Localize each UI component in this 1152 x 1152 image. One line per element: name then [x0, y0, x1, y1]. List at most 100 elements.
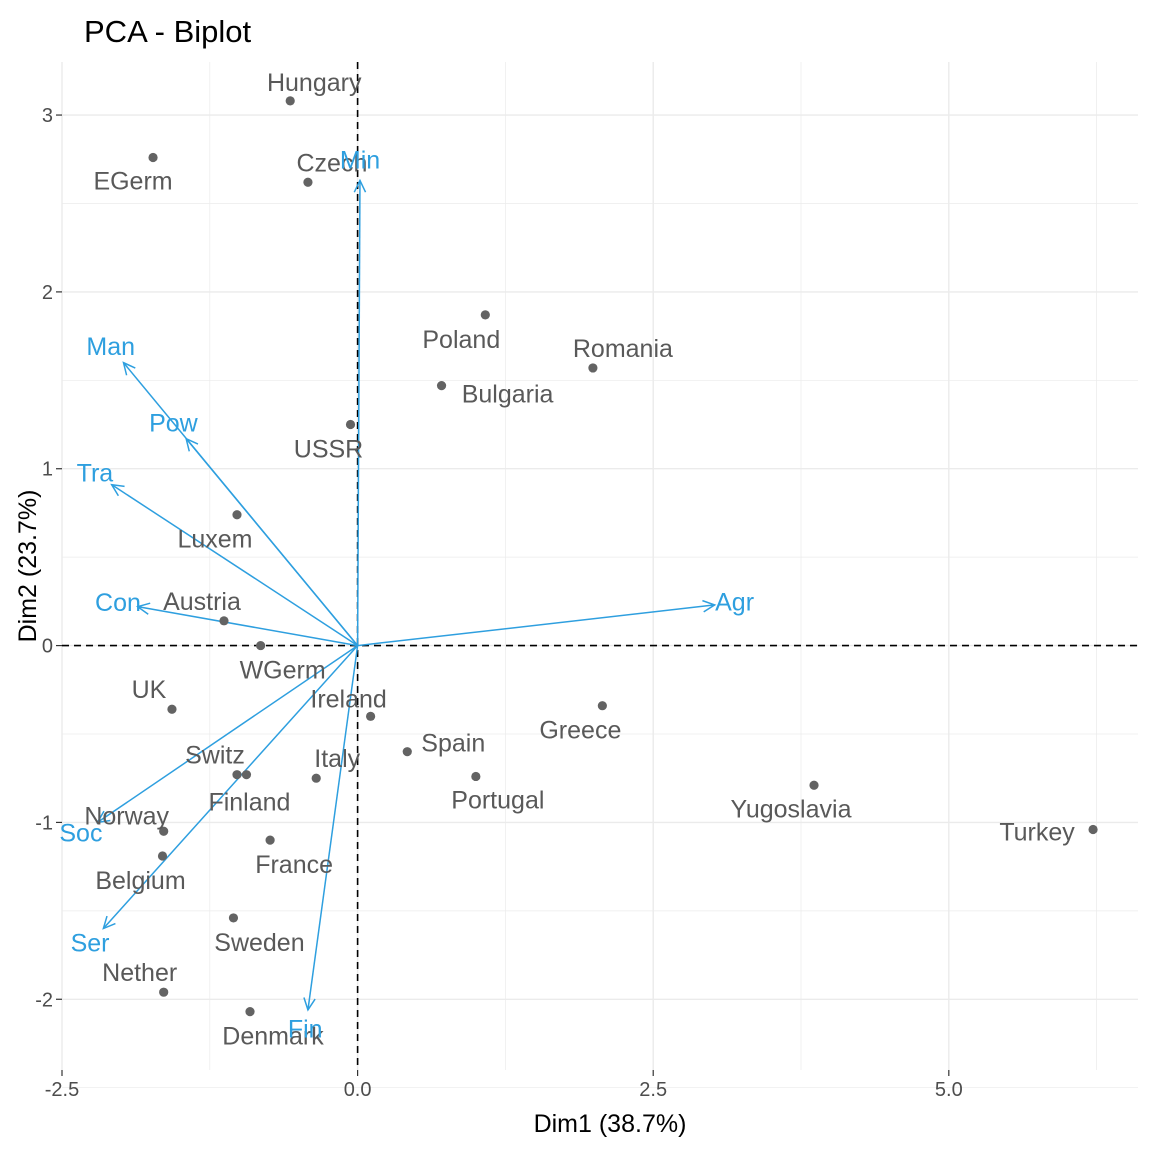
point-nether	[159, 987, 169, 997]
y-tick-label: -1	[35, 812, 53, 834]
arrow-ser	[102, 645, 359, 930]
individual-label-switz: Switz	[185, 742, 245, 770]
point-belgium	[157, 851, 168, 861]
arrow-min	[356, 180, 361, 646]
y-axis-ticks: -2 -1 0 1 2 3	[35, 105, 62, 1011]
point-egerm	[148, 152, 158, 163]
y-tick-label: 2	[42, 282, 53, 304]
individual-label-luxem: Luxem	[177, 526, 252, 554]
individual-label-norway: Norway	[84, 802, 169, 830]
individual-label-belgium: Belgium	[95, 867, 185, 895]
point-ireland	[366, 711, 376, 721]
variable-labels: Agr Min Man Pow Tra Con Soc Ser Fin	[59, 146, 754, 1043]
individual-label-austria: Austria	[163, 588, 241, 616]
arrowhead-con	[135, 602, 151, 615]
point-italy	[311, 773, 321, 783]
x-axis-title: Dim1 (38.7%)	[534, 1110, 687, 1138]
x-tick-label: 0.0	[344, 1079, 372, 1101]
variable-label-tra: Tra	[77, 460, 114, 488]
individual-label-finland: Finland	[208, 789, 290, 817]
point-spain	[402, 747, 412, 757]
x-tick-label: 2.5	[639, 1079, 667, 1101]
variable-label-agr: Agr	[715, 589, 754, 617]
individual-label-nether: Nether	[102, 959, 177, 987]
individual-label-wgerm: WGerm	[240, 657, 326, 685]
individual-label-uk: UK	[132, 676, 167, 704]
point-yugoslavia	[809, 780, 819, 790]
individual-label-yugoslavia: Yugoslavia	[731, 795, 852, 823]
individual-label-egerm: EGerm	[93, 167, 172, 195]
point-romania	[588, 363, 598, 373]
arrow-agr	[357, 604, 715, 647]
point-austria	[219, 616, 229, 626]
individual-label-ussr: USSR	[294, 436, 363, 464]
individual-label-greece: Greece	[539, 717, 621, 745]
y-tick-label: 1	[42, 459, 53, 481]
point-luxem	[232, 510, 242, 520]
variable-label-con: Con	[95, 589, 141, 617]
arrow-fin	[307, 645, 359, 1010]
point-finland	[241, 770, 252, 780]
individual-label-poland: Poland	[422, 326, 500, 354]
individual-label-hungary: Hungary	[267, 69, 362, 97]
point-norway	[159, 826, 169, 836]
arrowhead-man	[122, 361, 136, 376]
x-axis-ticks: -2.5 0.0 2.5 5.0	[45, 1070, 963, 1101]
individual-label-portugal: Portugal	[451, 786, 544, 814]
point-france	[265, 835, 275, 845]
point-greece	[597, 701, 607, 711]
x-tick-label: -2.5	[45, 1079, 79, 1101]
individual-label-italy: Italy	[314, 745, 360, 773]
point-hungary	[285, 96, 295, 106]
individual-label-denmark: Denmark	[222, 1023, 324, 1051]
arrowhead-ser	[102, 915, 116, 930]
variable-label-pow: Pow	[149, 409, 199, 437]
arrow-pow	[185, 438, 359, 647]
point-ussr	[345, 419, 356, 430]
individual-label-bulgaria: Bulgaria	[462, 381, 554, 409]
individual-label-romania: Romania	[573, 335, 673, 363]
point-bulgaria	[436, 381, 447, 391]
variable-arrows	[96, 178, 717, 1012]
arrowhead-soc	[96, 810, 111, 824]
x-tick-label: 5.0	[935, 1079, 963, 1101]
point-denmark	[245, 1007, 255, 1017]
arrow-con	[137, 605, 358, 647]
individual-label-spain: Spain	[421, 730, 485, 758]
point-turkey	[1088, 824, 1098, 835]
individual-label-czech: Czech	[297, 149, 368, 177]
arrowhead-min	[353, 178, 367, 193]
variable-label-fin: Fin	[288, 1016, 323, 1044]
arrowhead-fin	[303, 997, 316, 1012]
arrow-soc	[97, 644, 359, 824]
point-poland	[480, 310, 490, 320]
individual-label-sweden: Sweden	[214, 929, 304, 957]
individual-label-turkey: Turkey	[999, 818, 1075, 846]
y-tick-label: 0	[42, 636, 53, 658]
arrow-tra	[111, 484, 359, 647]
point-czech	[303, 177, 313, 187]
arrowhead-tra	[110, 483, 125, 497]
point-portugal	[471, 771, 481, 782]
point-switz	[232, 770, 242, 780]
chart-title: PCA - Biplot	[84, 14, 252, 49]
individual-labels: Hungary EGerm Czech Poland Romania Bulgaria US…	[84, 69, 1075, 1051]
variable-label-min: Min	[340, 146, 380, 174]
point-wgerm	[256, 640, 266, 651]
y-axis-title: Dim2 (23.7%)	[14, 490, 42, 643]
point-uk	[167, 704, 177, 714]
variable-label-ser: Ser	[71, 929, 110, 957]
y-tick-label: -2	[35, 989, 53, 1011]
point-sweden	[228, 913, 239, 923]
arrowhead-pow	[185, 437, 199, 452]
grid-lines	[61, 62, 1138, 1089]
reference-lines	[62, 62, 1138, 1070]
individual-points	[148, 96, 1098, 1017]
individual-label-france: France	[255, 851, 333, 879]
variable-label-soc: Soc	[59, 820, 102, 848]
y-tick-label: 3	[42, 105, 53, 127]
variable-label-man: Man	[86, 333, 135, 361]
individual-label-ireland: Ireland	[310, 685, 386, 713]
arrowhead-agr	[702, 599, 717, 613]
